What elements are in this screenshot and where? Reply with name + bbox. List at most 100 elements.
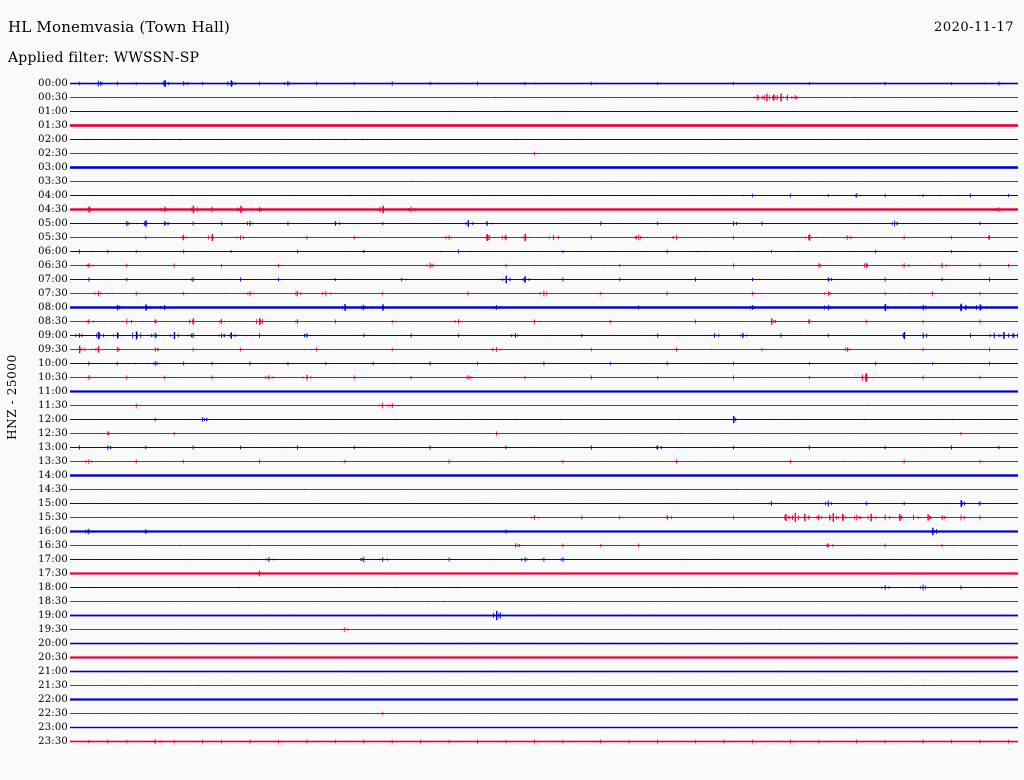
seismic-trace (70, 442, 1018, 456)
row-time-label: 04:30 (38, 204, 68, 215)
row-time-label: 22:00 (38, 694, 68, 705)
helicorder-row: 07:00 (0, 274, 1024, 288)
seismic-trace (70, 204, 1018, 218)
helicorder-row: 21:00 (0, 666, 1024, 680)
row-time-label: 06:30 (38, 260, 68, 271)
helicorder-row: 01:30 (0, 120, 1024, 134)
row-time-label: 03:30 (38, 176, 68, 187)
seismic-trace (70, 120, 1018, 134)
helicorder-row: 15:00 (0, 498, 1024, 512)
seismic-trace (70, 568, 1018, 582)
helicorder-row: 03:30 (0, 176, 1024, 190)
row-time-label: 00:00 (38, 78, 68, 89)
row-time-label: 01:00 (38, 106, 68, 117)
row-time-label: 20:00 (38, 638, 68, 649)
row-time-label: 05:00 (38, 218, 68, 229)
row-time-label: 07:30 (38, 288, 68, 299)
row-time-label: 14:30 (38, 484, 68, 495)
seismic-trace (70, 526, 1018, 540)
row-time-label: 06:00 (38, 246, 68, 257)
helicorder-row: 12:30 (0, 428, 1024, 442)
row-time-label: 20:30 (38, 652, 68, 663)
seismic-trace (70, 624, 1018, 638)
helicorder-row: 15:30 (0, 512, 1024, 526)
row-time-label: 07:00 (38, 274, 68, 285)
seismic-trace (70, 246, 1018, 260)
seismic-trace (70, 134, 1018, 148)
helicorder-row: 17:30 (0, 568, 1024, 582)
seismic-trace (70, 106, 1018, 120)
row-time-label: 13:00 (38, 442, 68, 453)
helicorder-row: 16:00 (0, 526, 1024, 540)
helicorder-row: 10:30 (0, 372, 1024, 386)
seismic-trace (70, 414, 1018, 428)
row-time-label: 12:00 (38, 414, 68, 425)
seismic-trace (70, 162, 1018, 176)
helicorder-row: 00:00 (0, 78, 1024, 92)
seismic-trace (70, 400, 1018, 414)
row-time-label: 10:30 (38, 372, 68, 383)
seismic-trace (70, 260, 1018, 274)
helicorder-row: 02:00 (0, 134, 1024, 148)
helicorder-row: 21:30 (0, 680, 1024, 694)
seismic-trace (70, 344, 1018, 358)
row-time-label: 13:30 (38, 456, 68, 467)
seismic-trace (70, 596, 1018, 610)
helicorder-row: 08:00 (0, 302, 1024, 316)
helicorder-row: 09:00 (0, 330, 1024, 344)
helicorder-row: 05:00 (0, 218, 1024, 232)
helicorder-row: 20:30 (0, 652, 1024, 666)
helicorder-row: 23:30 (0, 736, 1024, 750)
row-time-label: 15:30 (38, 512, 68, 523)
seismic-trace (70, 708, 1018, 722)
seismic-trace (70, 456, 1018, 470)
row-time-label: 11:00 (38, 386, 68, 397)
row-time-label: 08:30 (38, 316, 68, 327)
seismic-trace (70, 680, 1018, 694)
row-time-label: 14:00 (38, 470, 68, 481)
helicorder-row: 04:30 (0, 204, 1024, 218)
row-time-label: 11:30 (38, 400, 68, 411)
helicorder-row: 08:30 (0, 316, 1024, 330)
row-time-label: 10:00 (38, 358, 68, 369)
row-time-label: 17:30 (38, 568, 68, 579)
row-time-label: 19:00 (38, 610, 68, 621)
seismic-trace (70, 428, 1018, 442)
seismic-trace (70, 554, 1018, 568)
seismic-trace (70, 148, 1018, 162)
seismic-trace (70, 470, 1018, 484)
row-time-label: 08:00 (38, 302, 68, 313)
helicorder-row: 05:30 (0, 232, 1024, 246)
helicorder-row: 13:30 (0, 456, 1024, 470)
seismic-trace (70, 176, 1018, 190)
helicorder-row: 22:00 (0, 694, 1024, 708)
helicorder-row: 06:30 (0, 260, 1024, 274)
helicorder-row: 23:00 (0, 722, 1024, 736)
row-time-label: 23:00 (38, 722, 68, 733)
seismic-trace (70, 610, 1018, 624)
row-time-label: 21:00 (38, 666, 68, 677)
seismic-trace (70, 386, 1018, 400)
page-title: HL Monemvasia (Town Hall) (8, 18, 231, 36)
seismic-trace (70, 78, 1018, 92)
row-time-label: 18:00 (38, 582, 68, 593)
seismic-trace (70, 372, 1018, 386)
seismic-trace (70, 330, 1018, 344)
seismic-trace (70, 736, 1018, 750)
helicorder-row: 02:30 (0, 148, 1024, 162)
helicorder-row: 07:30 (0, 288, 1024, 302)
row-time-label: 23:30 (38, 736, 68, 747)
seismic-trace (70, 218, 1018, 232)
helicorder-row: 18:30 (0, 596, 1024, 610)
helicorder-row: 19:00 (0, 610, 1024, 624)
helicorder-row: 10:00 (0, 358, 1024, 372)
seismic-trace (70, 288, 1018, 302)
row-time-label: 16:30 (38, 540, 68, 551)
helicorder-row: 20:00 (0, 638, 1024, 652)
row-time-label: 19:30 (38, 624, 68, 635)
helicorder-row: 06:00 (0, 246, 1024, 260)
helicorder-row: 17:00 (0, 554, 1024, 568)
seismic-trace (70, 666, 1018, 680)
seismic-trace (70, 190, 1018, 204)
seismic-trace (70, 274, 1018, 288)
